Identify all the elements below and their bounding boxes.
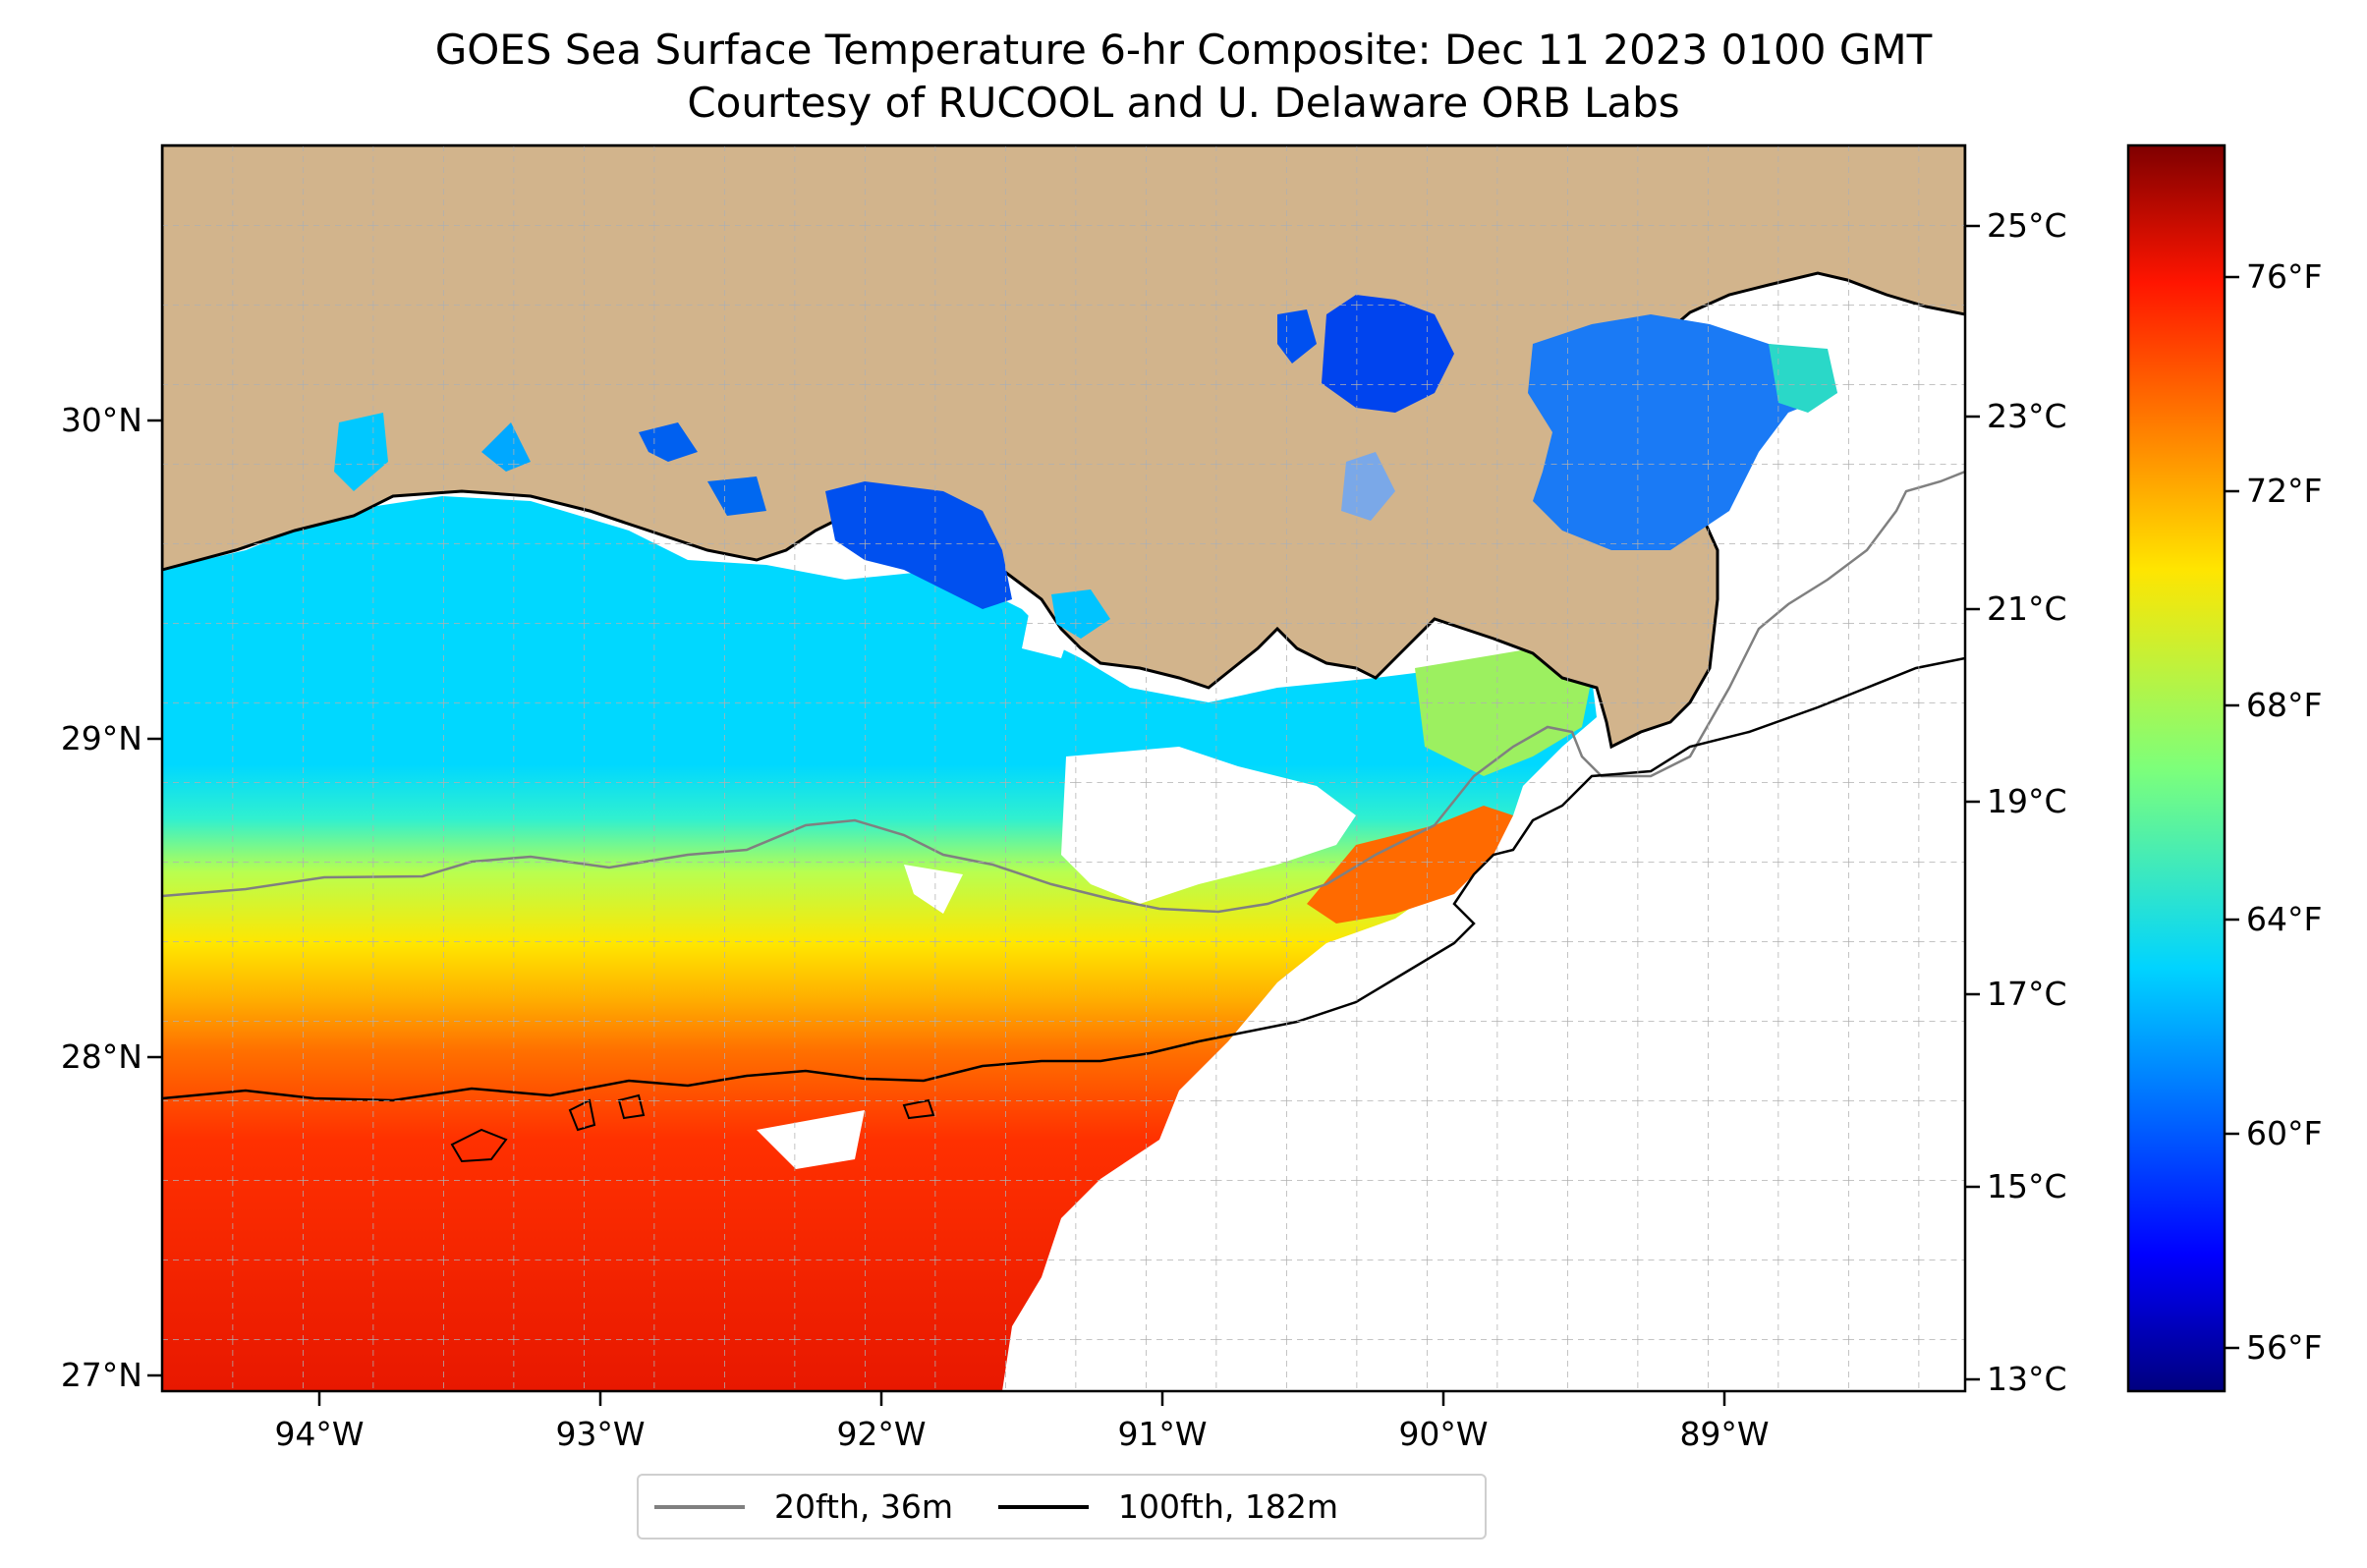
fahrenheit-tick-label: 56°F (2246, 1328, 2323, 1367)
celsius-tick-label: 17°C (1987, 975, 2067, 1013)
lon-tick-label: 89°W (1679, 1415, 1770, 1453)
celsius-tick-label: 15°C (1987, 1167, 2067, 1205)
legend-label: 20fth, 36m (774, 1487, 953, 1526)
fahrenheit-tick-label: 76°F (2246, 257, 2323, 296)
lat-tick-label: 30°N (60, 401, 142, 439)
lon-tick-label: 90°W (1398, 1415, 1489, 1453)
legend-line-black (998, 1504, 1089, 1509)
axis-ticks (147, 224, 2239, 1406)
fahrenheit-tick-label: 60°F (2246, 1114, 2323, 1152)
celsius-tick-label: 23°C (1987, 397, 2067, 435)
lat-tick-label: 28°N (60, 1037, 142, 1076)
lat-tick-label: 27°N (60, 1356, 142, 1394)
fahrenheit-tick-label: 64°F (2246, 900, 2323, 938)
lat-tick-label: 29°N (60, 719, 142, 757)
legend-line-gray (654, 1504, 745, 1509)
colorbar (2126, 143, 2226, 1393)
celsius-tick-label: 19°C (1987, 782, 2067, 820)
celsius-tick-label: 21°C (1987, 589, 2067, 628)
lon-tick-label: 93°W (555, 1415, 646, 1453)
lon-tick-label: 92°W (836, 1415, 927, 1453)
celsius-tick-label: 13°C (1987, 1360, 2067, 1398)
lon-tick-label: 91°W (1117, 1415, 1208, 1453)
fahrenheit-tick-label: 72°F (2246, 472, 2323, 510)
fahrenheit-tick-label: 68°F (2246, 686, 2323, 724)
legend: 20fth, 36m 100fth, 182m (637, 1474, 1487, 1540)
legend-item-100fth: 100fth, 182m (998, 1487, 1338, 1526)
celsius-tick-label: 25°C (1987, 206, 2067, 245)
map-title: GOES Sea Surface Temperature 6-hr Compos… (434, 26, 1933, 74)
legend-label: 100fth, 182m (1118, 1487, 1338, 1526)
map-frame (160, 143, 1967, 1393)
map-subtitle: Courtesy of RUCOOL and U. Delaware ORB L… (687, 79, 1680, 127)
lon-tick-label: 94°W (274, 1415, 365, 1453)
map-area (162, 145, 1965, 1391)
legend-item-20fth: 20fth, 36m (654, 1487, 953, 1526)
